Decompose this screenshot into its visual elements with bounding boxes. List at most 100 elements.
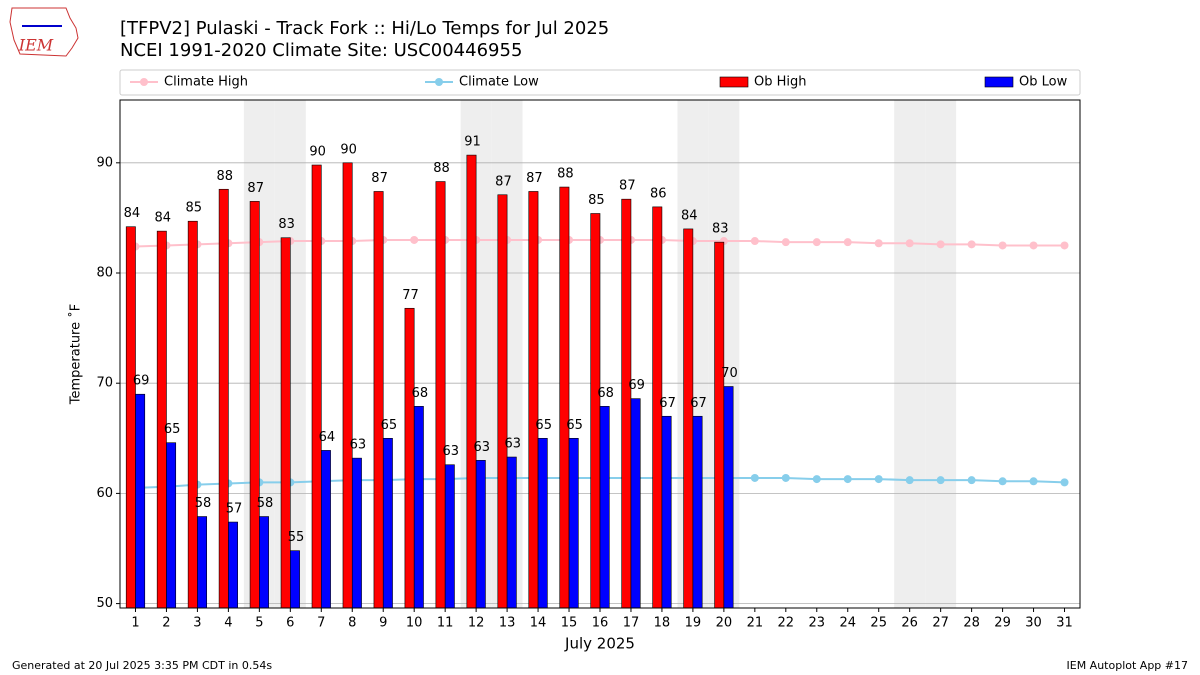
value-label: 85 — [588, 193, 605, 208]
point — [1060, 241, 1069, 250]
point — [812, 475, 821, 484]
x-tick-label: 31 — [1056, 616, 1073, 631]
x-tick-label: 24 — [839, 616, 856, 631]
value-label: 83 — [278, 217, 295, 232]
bar — [125, 226, 136, 608]
x-tick-label: 20 — [716, 616, 733, 631]
value-label: 85 — [186, 201, 203, 216]
x-tick-label: 7 — [317, 616, 325, 631]
bar — [444, 464, 455, 608]
value-label: 64 — [319, 430, 336, 445]
value-label: 87 — [619, 179, 636, 194]
y-tick-label: 50 — [96, 596, 113, 611]
point — [936, 240, 945, 249]
x-tick-label: 14 — [530, 616, 547, 631]
bar — [692, 415, 703, 608]
legend — [119, 69, 1081, 96]
value-label: 55 — [288, 530, 305, 545]
bar — [661, 415, 672, 608]
value-label: 68 — [412, 386, 429, 401]
value-label: 63 — [350, 438, 367, 453]
y-tick-label: 80 — [96, 266, 113, 281]
bar — [197, 516, 208, 608]
x-axis-label: July 2025 — [564, 635, 635, 653]
value-label: 65 — [566, 418, 583, 433]
value-label: 84 — [155, 211, 172, 226]
weekend-shade — [894, 100, 926, 608]
weekend-shade — [925, 100, 957, 608]
bar — [630, 398, 641, 608]
value-label: 65 — [535, 418, 552, 433]
footer-right: IEM Autoplot App #17 — [1067, 659, 1189, 672]
x-tick-label: 26 — [901, 616, 918, 631]
legend-label: Climate Low — [459, 75, 539, 90]
point — [781, 238, 790, 247]
bar — [228, 521, 238, 608]
x-tick-label: 27 — [932, 616, 949, 631]
x-tick-label: 8 — [348, 616, 356, 631]
value-label: 91 — [464, 135, 481, 150]
bar — [466, 154, 477, 608]
plot-area — [120, 100, 1080, 608]
x-tick-label: 23 — [809, 616, 826, 631]
x-tick-label: 10 — [406, 616, 423, 631]
x-tick-label: 5 — [255, 616, 263, 631]
value-label: 88 — [557, 167, 574, 182]
x-tick-label: 15 — [561, 616, 578, 631]
x-tick-label: 25 — [870, 616, 887, 631]
value-label: 87 — [526, 171, 543, 186]
bar — [135, 393, 146, 608]
x-tick-label: 12 — [468, 616, 485, 631]
legend-swatch — [984, 76, 1014, 88]
bar — [280, 237, 291, 608]
value-label: 63 — [504, 437, 521, 452]
bar — [373, 191, 384, 608]
point — [874, 475, 883, 484]
chart-title: [TFPV2] Pulaski - Track Fork :: Hi/Lo Te… — [120, 18, 609, 39]
x-tick-label: 18 — [654, 616, 671, 631]
bar — [652, 206, 663, 608]
bar — [156, 230, 167, 608]
bar — [413, 406, 424, 608]
point — [843, 475, 852, 484]
value-label: 65 — [164, 422, 181, 437]
bar — [568, 437, 579, 608]
point — [410, 235, 419, 244]
x-tick-label: 11 — [437, 616, 454, 631]
value-label: 87 — [247, 181, 264, 196]
value-label: 87 — [495, 174, 512, 189]
bar — [404, 307, 415, 608]
point — [843, 238, 852, 247]
legend-marker — [435, 78, 443, 86]
point — [1060, 478, 1069, 487]
x-tick-label: 29 — [994, 616, 1011, 631]
bar — [528, 191, 539, 608]
value-label: 84 — [124, 206, 141, 221]
bar — [382, 437, 393, 608]
value-label: 86 — [650, 186, 667, 201]
value-label: 69 — [133, 374, 150, 389]
chart-subtitle: NCEI 1991-2020 Climate Site: USC00446955 — [120, 40, 522, 61]
legend-label: Ob Low — [1019, 75, 1068, 90]
value-label: 63 — [443, 444, 460, 459]
bar — [683, 228, 694, 608]
value-label: 67 — [690, 396, 707, 411]
bar — [435, 181, 446, 608]
bar — [187, 220, 198, 608]
point — [936, 476, 945, 485]
x-tick-label: 9 — [379, 616, 387, 631]
value-label: 58 — [257, 496, 274, 511]
bar — [599, 406, 610, 608]
point — [781, 473, 790, 482]
bar — [714, 241, 725, 608]
point — [874, 239, 883, 248]
bar — [621, 198, 632, 608]
x-tick-label: 2 — [162, 616, 170, 631]
x-tick-label: 30 — [1025, 616, 1042, 631]
x-tick-label: 4 — [224, 616, 232, 631]
bar — [320, 450, 331, 608]
point — [905, 239, 914, 248]
y-tick-label: 70 — [96, 376, 113, 391]
bar — [537, 437, 548, 608]
